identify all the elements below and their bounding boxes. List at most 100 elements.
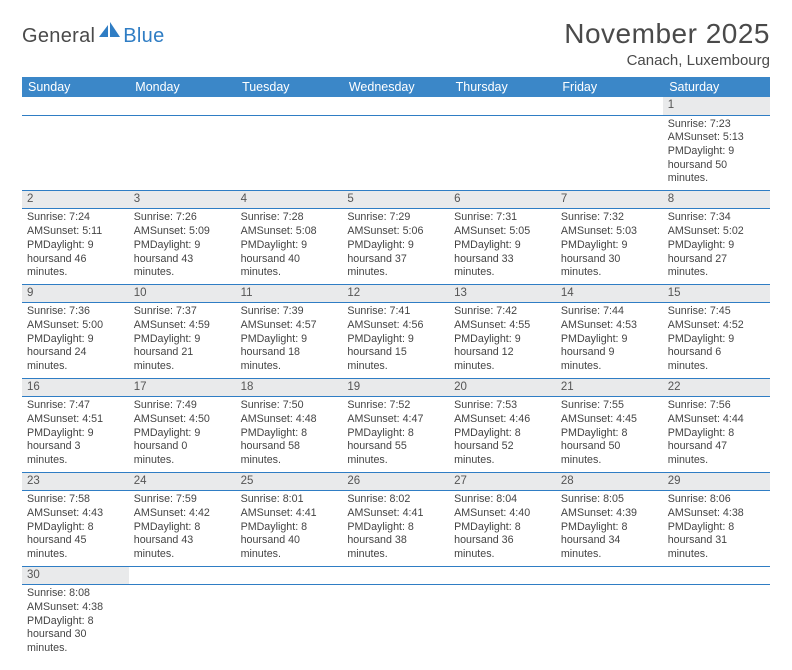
day-cell: Sunrise: 7:26 AMSunset: 5:09 PMDaylight:… <box>129 209 236 284</box>
day-cell: Sunrise: 7:37 AMSunset: 4:59 PMDaylight:… <box>129 303 236 378</box>
day-cell: Sunrise: 7:29 AMSunset: 5:06 PMDaylight:… <box>342 209 449 284</box>
day-number <box>236 566 343 585</box>
day-number: 21 <box>556 378 663 397</box>
day-number: 19 <box>342 378 449 397</box>
daynum-row: 1 <box>22 97 770 115</box>
day-cell <box>556 115 663 190</box>
day-number: 16 <box>22 378 129 397</box>
day-number: 27 <box>449 472 556 491</box>
day-header: Friday <box>556 77 663 97</box>
day-number <box>449 566 556 585</box>
daynum-row: 30 <box>22 566 770 585</box>
day-cell: Sunrise: 7:55 AMSunset: 4:45 PMDaylight:… <box>556 397 663 472</box>
day-cell: Sunrise: 7:59 AMSunset: 4:42 PMDaylight:… <box>129 491 236 566</box>
content-row: Sunrise: 8:08 AMSunset: 4:38 PMDaylight:… <box>22 585 770 660</box>
day-cell: Sunrise: 7:24 AMSunset: 5:11 PMDaylight:… <box>22 209 129 284</box>
day-cell: Sunrise: 7:28 AMSunset: 5:08 PMDaylight:… <box>236 209 343 284</box>
day-cell: Sunrise: 7:41 AMSunset: 4:56 PMDaylight:… <box>342 303 449 378</box>
day-cell: Sunrise: 7:32 AMSunset: 5:03 PMDaylight:… <box>556 209 663 284</box>
day-cell: Sunrise: 7:44 AMSunset: 4:53 PMDaylight:… <box>556 303 663 378</box>
day-number: 6 <box>449 190 556 209</box>
day-cell: Sunrise: 8:02 AMSunset: 4:41 PMDaylight:… <box>342 491 449 566</box>
day-number: 7 <box>556 190 663 209</box>
day-number: 24 <box>129 472 236 491</box>
day-header: Tuesday <box>236 77 343 97</box>
day-cell <box>236 115 343 190</box>
daynum-row: 9101112131415 <box>22 284 770 303</box>
day-cell: Sunrise: 7:34 AMSunset: 5:02 PMDaylight:… <box>663 209 770 284</box>
day-cell: Sunrise: 7:42 AMSunset: 4:55 PMDaylight:… <box>449 303 556 378</box>
day-cell: Sunrise: 7:52 AMSunset: 4:47 PMDaylight:… <box>342 397 449 472</box>
day-number: 2 <box>22 190 129 209</box>
day-number: 18 <box>236 378 343 397</box>
day-number <box>342 566 449 585</box>
day-header: Wednesday <box>342 77 449 97</box>
day-cell: Sunrise: 7:53 AMSunset: 4:46 PMDaylight:… <box>449 397 556 472</box>
day-number: 12 <box>342 284 449 303</box>
day-cell: Sunrise: 8:08 AMSunset: 4:38 PMDaylight:… <box>22 585 129 660</box>
day-number <box>663 566 770 585</box>
day-number: 14 <box>556 284 663 303</box>
logo-sail-icon <box>99 22 121 43</box>
day-cell: Sunrise: 8:05 AMSunset: 4:39 PMDaylight:… <box>556 491 663 566</box>
day-number: 5 <box>342 190 449 209</box>
day-cell: Sunrise: 7:36 AMSunset: 5:00 PMDaylight:… <box>22 303 129 378</box>
day-number: 11 <box>236 284 343 303</box>
daynum-row: 2345678 <box>22 190 770 209</box>
content-row: Sunrise: 7:23 AMSunset: 5:13 PMDaylight:… <box>22 115 770 190</box>
day-cell <box>449 585 556 660</box>
day-number <box>22 97 129 115</box>
day-cell <box>129 115 236 190</box>
day-number: 1 <box>663 97 770 115</box>
day-number: 17 <box>129 378 236 397</box>
day-number: 29 <box>663 472 770 491</box>
day-cell: Sunrise: 7:56 AMSunset: 4:44 PMDaylight:… <box>663 397 770 472</box>
day-cell <box>22 115 129 190</box>
day-number <box>556 566 663 585</box>
day-header: Saturday <box>663 77 770 97</box>
day-number: 10 <box>129 284 236 303</box>
day-cell: Sunrise: 7:23 AMSunset: 5:13 PMDaylight:… <box>663 115 770 190</box>
day-number: 28 <box>556 472 663 491</box>
day-cell: Sunrise: 7:39 AMSunset: 4:57 PMDaylight:… <box>236 303 343 378</box>
calendar-table: SundayMondayTuesdayWednesdayThursdayFrid… <box>22 77 770 660</box>
daynum-row: 23242526272829 <box>22 472 770 491</box>
day-cell: Sunrise: 8:06 AMSunset: 4:38 PMDaylight:… <box>663 491 770 566</box>
day-number <box>129 566 236 585</box>
day-number: 26 <box>342 472 449 491</box>
day-number: 25 <box>236 472 343 491</box>
day-number: 23 <box>22 472 129 491</box>
day-cell <box>449 115 556 190</box>
page-title: November 2025 <box>564 18 770 50</box>
day-cell <box>342 115 449 190</box>
calendar-body: 1Sunrise: 7:23 AMSunset: 5:13 PMDaylight… <box>22 97 770 660</box>
content-row: Sunrise: 7:47 AMSunset: 4:51 PMDaylight:… <box>22 397 770 472</box>
day-number: 22 <box>663 378 770 397</box>
day-cell: Sunrise: 7:31 AMSunset: 5:05 PMDaylight:… <box>449 209 556 284</box>
day-number <box>236 97 343 115</box>
logo: General Blue <box>22 18 165 51</box>
page: General Blue November 2025 Canach, Luxem… <box>0 0 792 670</box>
logo-text-general: General <box>22 25 95 48</box>
day-number <box>449 97 556 115</box>
header: General Blue November 2025 Canach, Luxem… <box>22 18 770 69</box>
day-number: 9 <box>22 284 129 303</box>
day-number <box>342 97 449 115</box>
day-number: 30 <box>22 566 129 585</box>
calendar-header-row: SundayMondayTuesdayWednesdayThursdayFrid… <box>22 77 770 97</box>
day-number <box>129 97 236 115</box>
day-cell: Sunrise: 7:47 AMSunset: 4:51 PMDaylight:… <box>22 397 129 472</box>
day-header: Monday <box>129 77 236 97</box>
day-cell: Sunrise: 8:04 AMSunset: 4:40 PMDaylight:… <box>449 491 556 566</box>
content-row: Sunrise: 7:36 AMSunset: 5:00 PMDaylight:… <box>22 303 770 378</box>
day-cell <box>342 585 449 660</box>
day-number: 20 <box>449 378 556 397</box>
day-cell <box>663 585 770 660</box>
day-number <box>556 97 663 115</box>
logo-text-blue: Blue <box>123 25 164 48</box>
day-number: 15 <box>663 284 770 303</box>
content-row: Sunrise: 7:24 AMSunset: 5:11 PMDaylight:… <box>22 209 770 284</box>
day-cell <box>556 585 663 660</box>
day-number: 3 <box>129 190 236 209</box>
content-row: Sunrise: 7:58 AMSunset: 4:43 PMDaylight:… <box>22 491 770 566</box>
